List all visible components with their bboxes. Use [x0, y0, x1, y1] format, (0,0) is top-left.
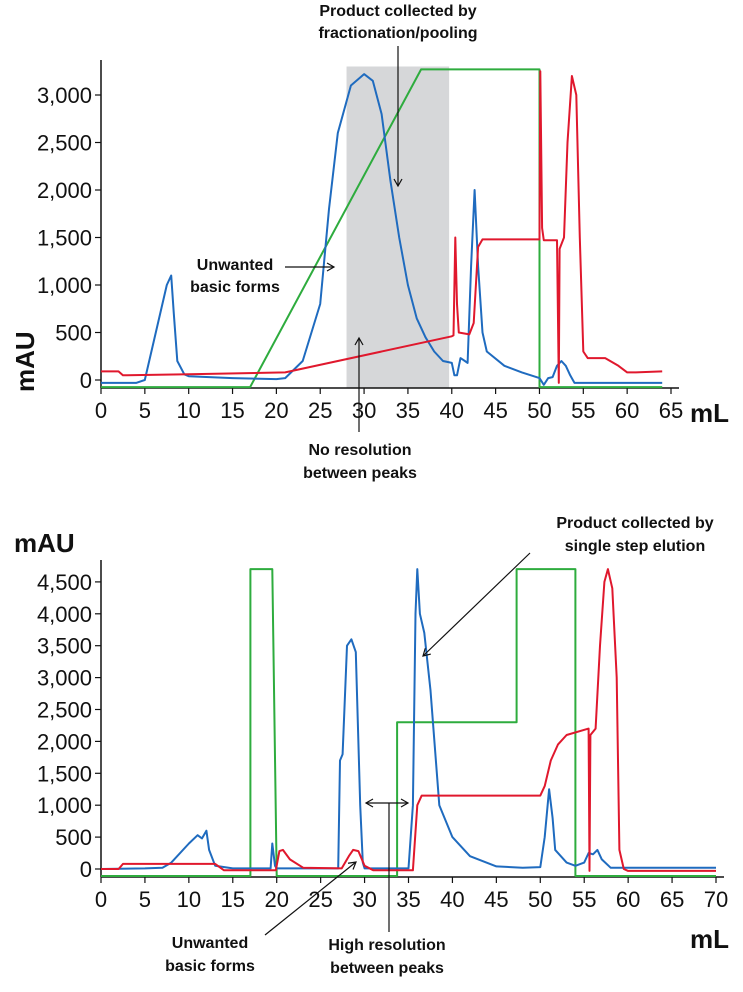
- bottom-x-tick-label: 30: [352, 887, 376, 912]
- top-x-tick-label: 50: [527, 398, 551, 423]
- bottom-x-tick-label: 5: [139, 887, 151, 912]
- top-x-tick-label: 40: [440, 398, 464, 423]
- bottom-x-tick-label: 70: [704, 887, 728, 912]
- top-x-tick-label: 20: [264, 398, 288, 423]
- top-x-tick-label: 5: [139, 398, 151, 423]
- bottom-y-tick-label: 500: [55, 825, 92, 850]
- top-annotation-noresolution-line2: between peaks: [303, 465, 417, 482]
- bottom-x-tick-label: 35: [396, 887, 420, 912]
- bottom-annotation-unwanted-arrow: [264, 861, 357, 936]
- top-series-green: [101, 68, 663, 389]
- bottom-x-tick-label: 10: [177, 887, 201, 912]
- top-x-tick-label: 45: [483, 398, 507, 423]
- top-y-axis-label: mAU: [10, 331, 40, 392]
- top-annotation-noresolution-line1: No resolution: [308, 442, 411, 459]
- top-series-red: [101, 70, 663, 384]
- top-y-tick-label: 2,500: [37, 131, 92, 156]
- top-annotation-unwanted-line1: Unwanted: [197, 257, 273, 274]
- bottom-annotation-product-line1: Product collected by: [556, 515, 713, 532]
- top-x-tick-label: 15: [220, 398, 244, 423]
- bottom-y-tick-label: 2,000: [37, 729, 92, 754]
- bottom-y-tick-label: 1,000: [37, 793, 92, 818]
- top-x-tick-label: 30: [352, 398, 376, 423]
- bottom-x-tick-label: 50: [528, 887, 552, 912]
- top-x-tick-label: 35: [396, 398, 420, 423]
- top-x-tick-label: 55: [571, 398, 595, 423]
- bottom-series-red: [101, 568, 716, 872]
- bottom-chart: 0 5 10 15 20 25 30 35 40 45 50 55 60 65 70 0 500 1,000 1,5…: [37, 560, 728, 912]
- top-annotation-unwanted-line2: basic forms: [190, 279, 280, 296]
- bottom-annotation-unwanted-line1: Unwanted: [172, 935, 248, 952]
- top-annotation-product-line2: fractionation/pooling: [318, 25, 477, 42]
- bottom-y-tick-label: 4,500: [37, 570, 92, 595]
- top-y-tick-label: 1,500: [37, 226, 92, 251]
- top-chart: 0 5 10 15 20 25 30 35 40 45 50 55 60 65 0 500 1,000 1,500…: [37, 60, 683, 423]
- bottom-y-tick-label: 3,500: [37, 634, 92, 659]
- bottom-series-green: [101, 568, 716, 877]
- bottom-x-tick-label: 25: [308, 887, 332, 912]
- bottom-x-tick-label: 45: [484, 887, 508, 912]
- bottom-y-axis-label: mAU: [14, 528, 75, 558]
- bottom-annotation-unwanted-line2: basic forms: [165, 958, 255, 975]
- top-x-tick-label: 0: [95, 398, 107, 423]
- bottom-annotation-product-line2: single step elution: [565, 538, 705, 555]
- top-x-tick-label: 65: [659, 398, 683, 423]
- bottom-y-tick-label: 2,500: [37, 698, 92, 723]
- top-y-tick-label: 3,000: [37, 83, 92, 108]
- bottom-series-blue: [100, 568, 716, 870]
- bottom-x-tick-label: 15: [221, 887, 245, 912]
- top-annotation-product-line1: Product collected by: [319, 3, 476, 20]
- top-y-tick-label: 0: [80, 368, 92, 393]
- bottom-x-axis-label: mL: [690, 924, 729, 954]
- bottom-annotation-highres-line2: between peaks: [330, 960, 444, 977]
- bottom-x-tick-label: 55: [572, 887, 596, 912]
- bottom-annotation-product-arrow: [422, 552, 531, 657]
- top-x-tick-label: 25: [308, 398, 332, 423]
- bottom-y-tick-label: 1,500: [37, 761, 92, 786]
- top-y-tick-label: 500: [55, 321, 92, 346]
- top-y-tick-label: 1,000: [37, 273, 92, 298]
- bottom-y-tick-label: 0: [80, 857, 92, 882]
- bottom-x-tick-label: 20: [264, 887, 288, 912]
- bottom-x-tick-label: 60: [616, 887, 640, 912]
- bottom-annotation-highres-line1: High resolution: [328, 937, 445, 954]
- top-x-axis-label: mL: [690, 398, 729, 428]
- bottom-x-tick-label: 65: [660, 887, 684, 912]
- top-y-tick-label: 2,000: [37, 178, 92, 203]
- bottom-y-tick-label: 4,000: [37, 602, 92, 627]
- bottom-y-tick-label: 3,000: [37, 666, 92, 691]
- top-x-tick-label: 10: [176, 398, 200, 423]
- bottom-x-tick-label: 40: [440, 887, 464, 912]
- top-x-tick-label: 60: [615, 398, 639, 423]
- bottom-x-tick-label: 0: [95, 887, 107, 912]
